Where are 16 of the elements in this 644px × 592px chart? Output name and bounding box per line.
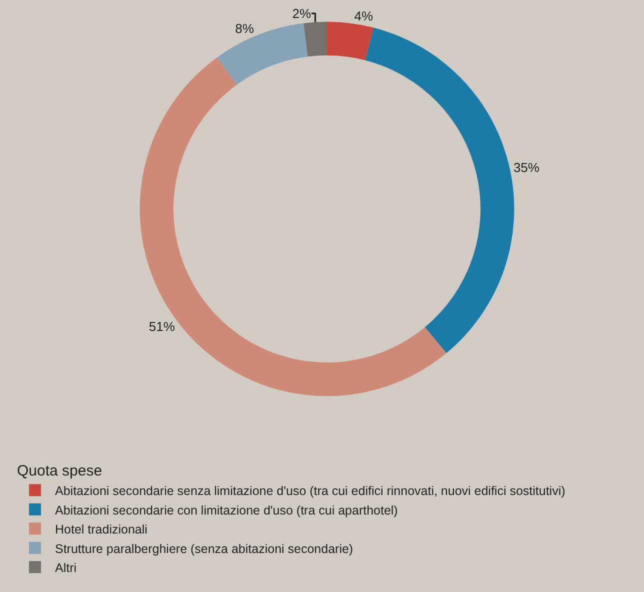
data-label: 51% xyxy=(148,318,176,334)
legend-title: Quota spese xyxy=(17,462,102,480)
data-label: 8% xyxy=(235,20,254,36)
donut-slice xyxy=(304,22,327,57)
donut-slice xyxy=(140,57,446,396)
legend-label: Strutture paralberghiere (senza abitazioni secondarie) xyxy=(55,542,354,556)
legend-label: Altri xyxy=(55,561,77,575)
data-label: 4% xyxy=(354,8,374,24)
legend-label: Abitazioni secondarie con limitazione d'uso (tra cui aparthotel) xyxy=(55,503,398,518)
legend-label: Hotel tradizionali xyxy=(55,522,148,536)
donut-slice xyxy=(327,22,374,60)
data-label: 35% xyxy=(513,160,540,176)
data-label: 2% xyxy=(292,6,312,21)
donut-slice xyxy=(365,28,514,354)
donut-slice xyxy=(216,23,308,85)
legend-label: Abitazioni secondarie senza limitazione d'uso (tra cui edifici rinnovati, nuovi edifici sostitutivi) xyxy=(55,484,566,498)
